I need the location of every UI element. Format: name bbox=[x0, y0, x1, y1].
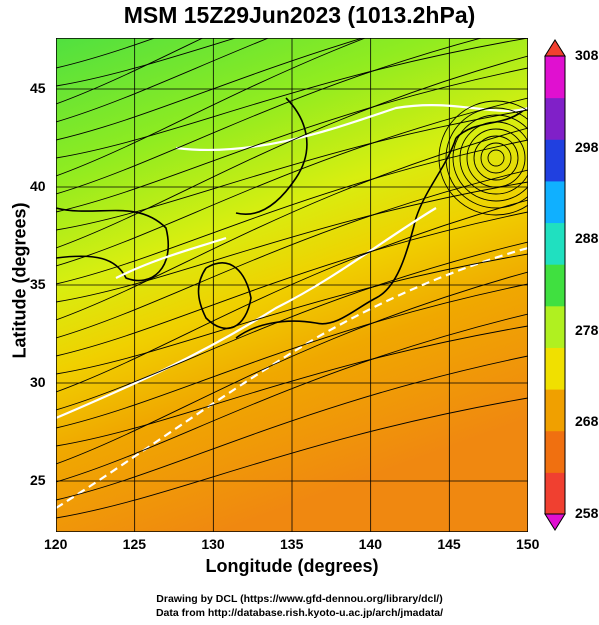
map-title: MSM 15Z29Jun2023 (1013.2hPa) bbox=[123, 2, 476, 28]
credits: Drawing by DCL (https://www.gfd-dennou.o… bbox=[0, 592, 599, 620]
streamline bbox=[56, 355, 528, 501]
colorbar-segment bbox=[545, 389, 565, 432]
colorbar-segment bbox=[545, 139, 565, 182]
y-tick-label: 45 bbox=[30, 79, 46, 96]
streamline bbox=[56, 38, 367, 177]
x-tick-label: 125 bbox=[122, 536, 147, 552]
colorbar-tick-label: 288 bbox=[575, 230, 599, 247]
cyclone-streamline bbox=[445, 107, 528, 209]
streamline bbox=[56, 67, 528, 213]
y-tick-label: 40 bbox=[30, 177, 46, 194]
cyclone-streamline bbox=[473, 135, 519, 181]
streamline bbox=[56, 253, 528, 375]
graticule bbox=[56, 38, 528, 532]
streamline bbox=[56, 139, 528, 285]
streamline bbox=[56, 38, 270, 123]
x-tick-label: 135 bbox=[280, 536, 304, 552]
streamline bbox=[56, 397, 528, 519]
colorbar-tick-label: 278 bbox=[575, 321, 599, 338]
streamline bbox=[56, 38, 237, 87]
x-tick-label: 145 bbox=[437, 536, 461, 552]
x-tick-label: 140 bbox=[358, 536, 383, 552]
colorbar-segment bbox=[545, 347, 565, 390]
streamline bbox=[56, 169, 528, 339]
cyclone-streamline bbox=[487, 149, 505, 167]
cyclone-streamline bbox=[459, 121, 528, 195]
streamline bbox=[56, 325, 528, 447]
colorbar-max-arrow bbox=[544, 39, 566, 57]
colorbar-segment bbox=[545, 56, 565, 99]
temperature-wind-map bbox=[56, 38, 528, 532]
x-tick-label: 130 bbox=[201, 536, 225, 552]
colorbar-tick-label: 268 bbox=[575, 413, 599, 430]
colorbar-min-arrow bbox=[544, 513, 566, 531]
x-tick-label: 120 bbox=[44, 536, 68, 552]
streamline bbox=[56, 211, 528, 357]
colorbar-scale bbox=[544, 39, 566, 531]
streamline bbox=[56, 127, 528, 321]
colorbar-segment bbox=[545, 264, 565, 307]
x-tick-label: 150 bbox=[516, 536, 540, 552]
colorbar-segment bbox=[545, 180, 565, 224]
y-tick-label: 25 bbox=[30, 472, 46, 489]
streamline bbox=[56, 97, 528, 267]
colorbar bbox=[540, 38, 570, 532]
colorbar-segment bbox=[545, 222, 565, 265]
colorbar-segment bbox=[545, 305, 565, 348]
credit-drawing: Drawing by DCL (https://www.gfd-dennou.o… bbox=[156, 593, 443, 605]
map-plot-area bbox=[56, 38, 528, 532]
y-tick-label: 35 bbox=[30, 276, 46, 292]
streamline bbox=[56, 55, 528, 249]
streamline bbox=[56, 38, 365, 141]
credit-data: Data from http://database.rish.kyoto-u.a… bbox=[155, 607, 444, 619]
colorbar-frame bbox=[544, 55, 566, 515]
streamline bbox=[56, 38, 528, 159]
colorbar-tick-label: 308 bbox=[575, 47, 599, 63]
wind-streamlines bbox=[56, 38, 528, 519]
colorbar-segment bbox=[545, 430, 565, 473]
x-axis-title: Longitude (degrees) bbox=[205, 556, 379, 576]
colorbar-tick-label: 298 bbox=[575, 138, 599, 155]
streamline bbox=[56, 199, 528, 393]
streamline bbox=[56, 38, 204, 105]
cyclone-streamline bbox=[438, 100, 528, 216]
streamline bbox=[56, 38, 483, 195]
colorbar-segment bbox=[545, 472, 565, 515]
streamline bbox=[56, 38, 157, 69]
streamline bbox=[56, 181, 528, 303]
y-tick-label: 30 bbox=[30, 374, 46, 391]
streamline bbox=[56, 313, 528, 483]
cyclone-streamline bbox=[466, 128, 526, 188]
streamline bbox=[56, 241, 528, 411]
streamline bbox=[56, 271, 528, 465]
colorbar-segment bbox=[545, 97, 565, 140]
y-axis-title: Latitude (degrees) bbox=[9, 202, 30, 359]
cyclone-streamline bbox=[480, 142, 512, 174]
isotherms bbox=[56, 104, 528, 509]
streamline bbox=[56, 283, 528, 429]
streamline bbox=[56, 109, 528, 231]
colorbar-tick-label: 258 bbox=[575, 505, 599, 521]
cyclone-streamline bbox=[452, 114, 528, 202]
